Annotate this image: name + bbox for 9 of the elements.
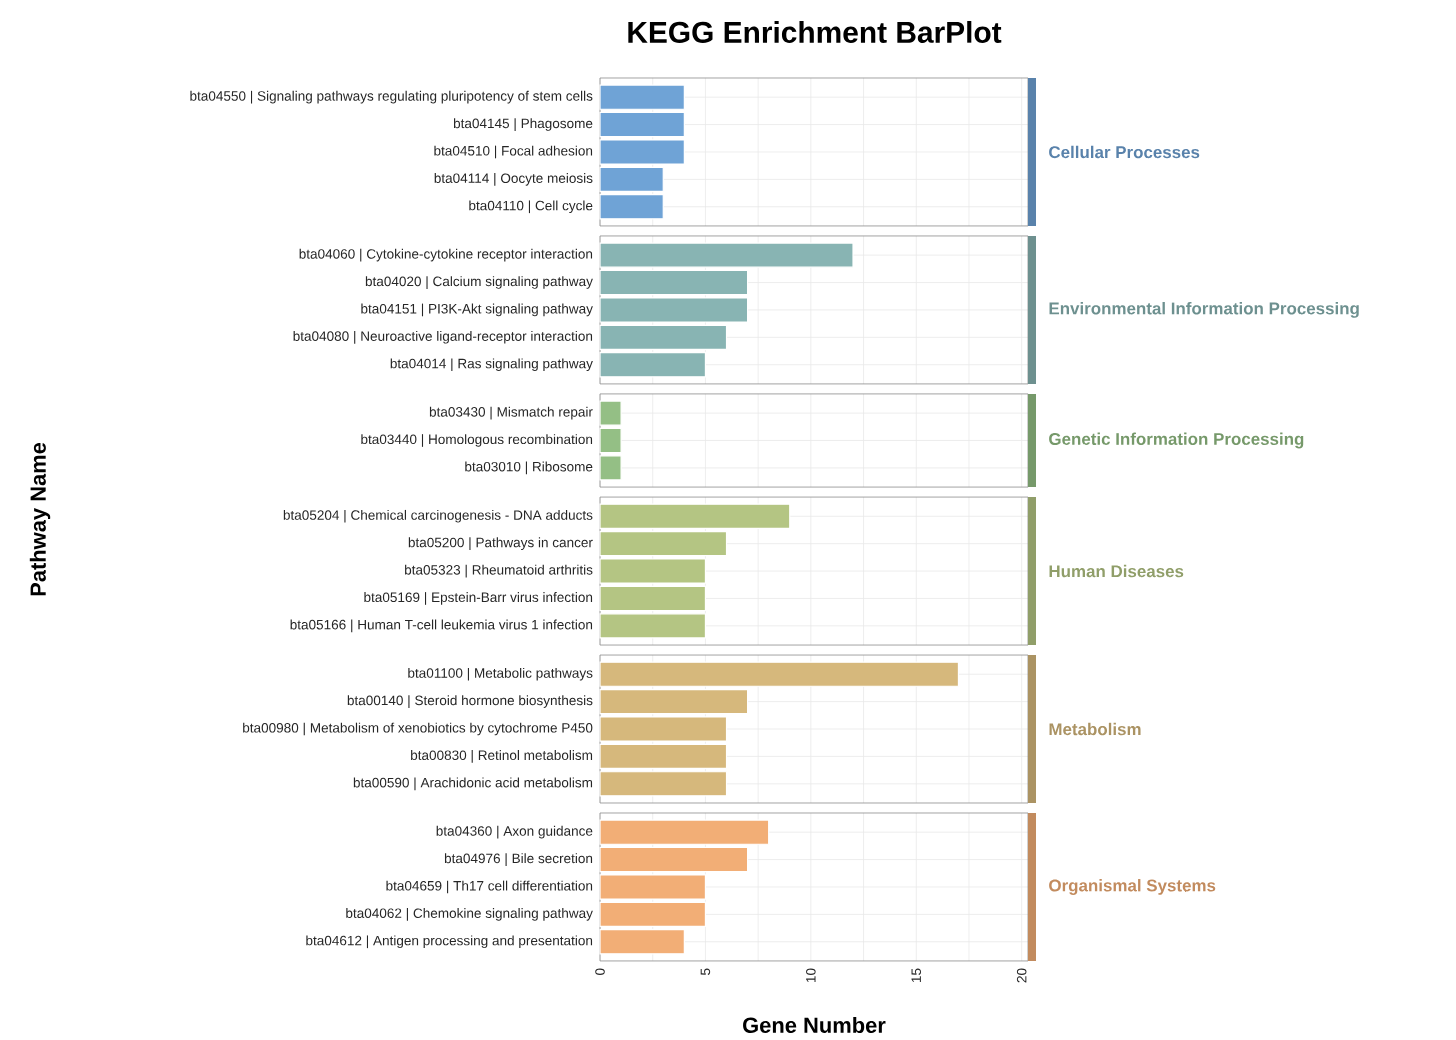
chart-title: KEGG Enrichment BarPlot: [628, 21, 1002, 43]
text: Genetic Information Processing: [1049, 432, 1304, 449]
text: Organismal Systems: [1049, 879, 1216, 895]
text: Cellular Processes: [1049, 145, 1200, 159]
text: Environmental Information Processing: [1049, 302, 1359, 318]
text: Human Diseases: [1049, 564, 1184, 578]
x-axis-title: Gene Number: [743, 1016, 886, 1033]
y-axis-title: Pathway Name: [29, 442, 51, 596]
text: Metabolism: [1049, 722, 1141, 736]
